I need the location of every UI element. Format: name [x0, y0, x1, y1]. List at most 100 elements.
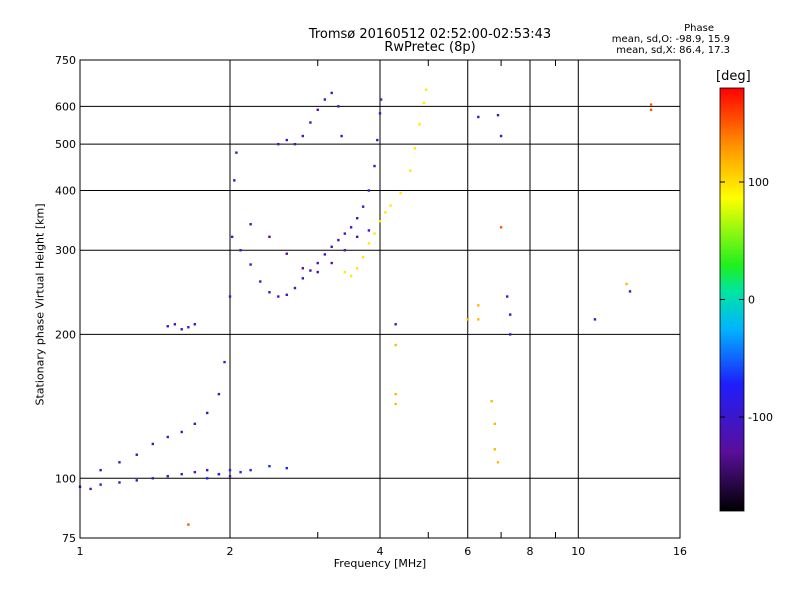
y-tick-label: 100	[55, 472, 76, 485]
data-point	[316, 108, 319, 112]
data-point	[301, 277, 305, 280]
data-point	[301, 134, 305, 138]
data-point	[367, 242, 371, 245]
data-point	[217, 472, 221, 476]
data-point	[422, 101, 426, 105]
data-point	[249, 223, 252, 226]
data-point	[505, 295, 509, 298]
data-point	[389, 204, 392, 207]
data-point	[496, 461, 500, 464]
data-point	[649, 108, 653, 112]
data-point	[285, 466, 288, 470]
data-point	[268, 235, 271, 239]
data-point	[235, 151, 238, 154]
axis-ticks: 1 2 4 6 8 10 16 75 100 200 300 400 500 600 750	[55, 54, 687, 558]
data-point	[293, 142, 297, 146]
data-point	[394, 323, 397, 326]
data-point	[99, 468, 102, 472]
data-point	[394, 343, 397, 347]
data-point	[349, 226, 353, 229]
data-point	[399, 191, 402, 195]
data-point	[649, 103, 653, 106]
data-point	[373, 164, 376, 168]
data-point	[337, 238, 340, 242]
data-point	[268, 291, 271, 294]
plot-frame	[79, 59, 681, 539]
data-point	[499, 134, 503, 138]
data-point	[330, 245, 333, 248]
data-point	[285, 252, 288, 255]
data-point	[593, 318, 597, 321]
colorbar-tick-label: -100	[748, 411, 773, 424]
y-tick-label: 300	[55, 244, 76, 257]
data-point	[340, 134, 343, 138]
phase-heading: Phase	[684, 23, 714, 34]
data-point	[166, 325, 169, 328]
data-point	[378, 220, 382, 223]
chart-title: Tromsø 20160512 02:52:00-02:53:43	[308, 27, 552, 42]
colorbar-ticks: 100 0 -100	[720, 176, 773, 424]
data-point	[205, 477, 209, 480]
data-point	[166, 475, 169, 478]
x-tick-label: 10	[571, 545, 585, 558]
data-point	[193, 422, 197, 426]
data-point	[384, 211, 387, 214]
y-tick-label: 75	[62, 532, 76, 545]
data-point	[330, 261, 333, 265]
data-point	[355, 235, 359, 239]
data-point	[135, 479, 138, 482]
data-point	[499, 226, 503, 229]
data-point	[508, 313, 512, 316]
data-point	[277, 295, 280, 298]
data-point	[187, 326, 190, 329]
data-point	[376, 138, 379, 142]
phase-x-stats: mean, sd,X: 86.4, 17.3	[616, 45, 730, 56]
data-point	[228, 475, 232, 478]
chart-subtitle: RwPretec (8p)	[384, 40, 476, 55]
y-axis-label: Stationary phase Virtual Height [km]	[33, 203, 47, 406]
data-points	[78, 88, 653, 526]
data-point	[268, 464, 271, 468]
data-point	[99, 483, 102, 486]
data-point	[625, 282, 628, 286]
data-point	[228, 295, 232, 298]
y-tick-label: 200	[55, 328, 76, 341]
data-point	[343, 232, 347, 235]
y-tick-label: 750	[55, 54, 76, 67]
data-point	[173, 323, 177, 326]
data-point	[330, 91, 333, 95]
data-point	[301, 267, 305, 270]
data-point	[493, 422, 497, 426]
data-point	[233, 179, 236, 182]
y-tick-label: 500	[55, 138, 76, 151]
data-point	[413, 147, 417, 150]
data-point	[193, 323, 197, 326]
data-point	[343, 270, 347, 274]
data-point	[361, 205, 365, 208]
data-point	[367, 229, 371, 232]
data-point	[249, 468, 252, 472]
data-point	[239, 470, 242, 474]
data-point	[343, 249, 347, 252]
data-point	[394, 392, 397, 396]
data-point	[316, 270, 319, 274]
data-point	[249, 263, 252, 266]
data-point	[409, 169, 412, 172]
data-point	[118, 481, 121, 484]
data-point	[187, 523, 190, 526]
data-point	[508, 333, 512, 336]
data-point	[323, 253, 327, 256]
data-point	[394, 402, 397, 406]
data-point	[424, 88, 428, 91]
data-point	[309, 121, 312, 124]
data-point	[118, 461, 121, 464]
x-tick-label: 8	[527, 545, 534, 558]
data-point	[361, 256, 365, 259]
data-point	[477, 115, 480, 119]
data-point	[349, 274, 353, 278]
y-tick-label: 600	[55, 100, 76, 113]
data-point	[89, 487, 92, 491]
data-point	[217, 392, 221, 396]
data-point	[180, 328, 183, 331]
data-point	[223, 360, 226, 364]
